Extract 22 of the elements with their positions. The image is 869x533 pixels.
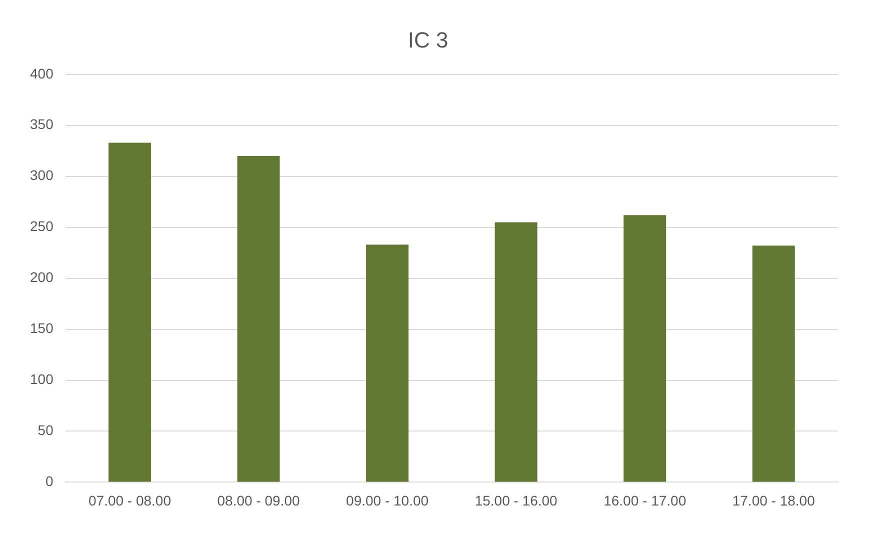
y-tick-label: 150 xyxy=(30,320,54,336)
x-tick-label: 09.00 - 10.00 xyxy=(346,492,429,508)
y-tick-label: 300 xyxy=(30,167,54,184)
bar xyxy=(752,246,795,482)
chart-title: IC 3 xyxy=(408,27,448,52)
x-tick-label: 07.00 - 08.00 xyxy=(88,492,172,508)
y-tick-label: 50 xyxy=(38,422,54,438)
bar xyxy=(494,222,538,482)
y-tick-label: 400 xyxy=(30,65,54,82)
bar xyxy=(237,156,280,482)
x-tick-label: 08.00 - 09.00 xyxy=(217,492,300,508)
y-tick-label: 200 xyxy=(30,269,54,286)
x-tick-label: 17.00 - 18.00 xyxy=(732,492,816,508)
y-tick-label: 250 xyxy=(30,218,54,234)
x-tick-label: 15.00 - 16.00 xyxy=(474,492,558,508)
y-tick-label: 0 xyxy=(46,473,54,490)
bar xyxy=(366,244,409,482)
y-tick-label: 350 xyxy=(30,116,54,132)
bar xyxy=(108,142,151,482)
y-tick-label: 100 xyxy=(30,371,54,388)
bar xyxy=(624,215,666,482)
x-tick-label: 16.00 - 17.00 xyxy=(604,492,686,508)
